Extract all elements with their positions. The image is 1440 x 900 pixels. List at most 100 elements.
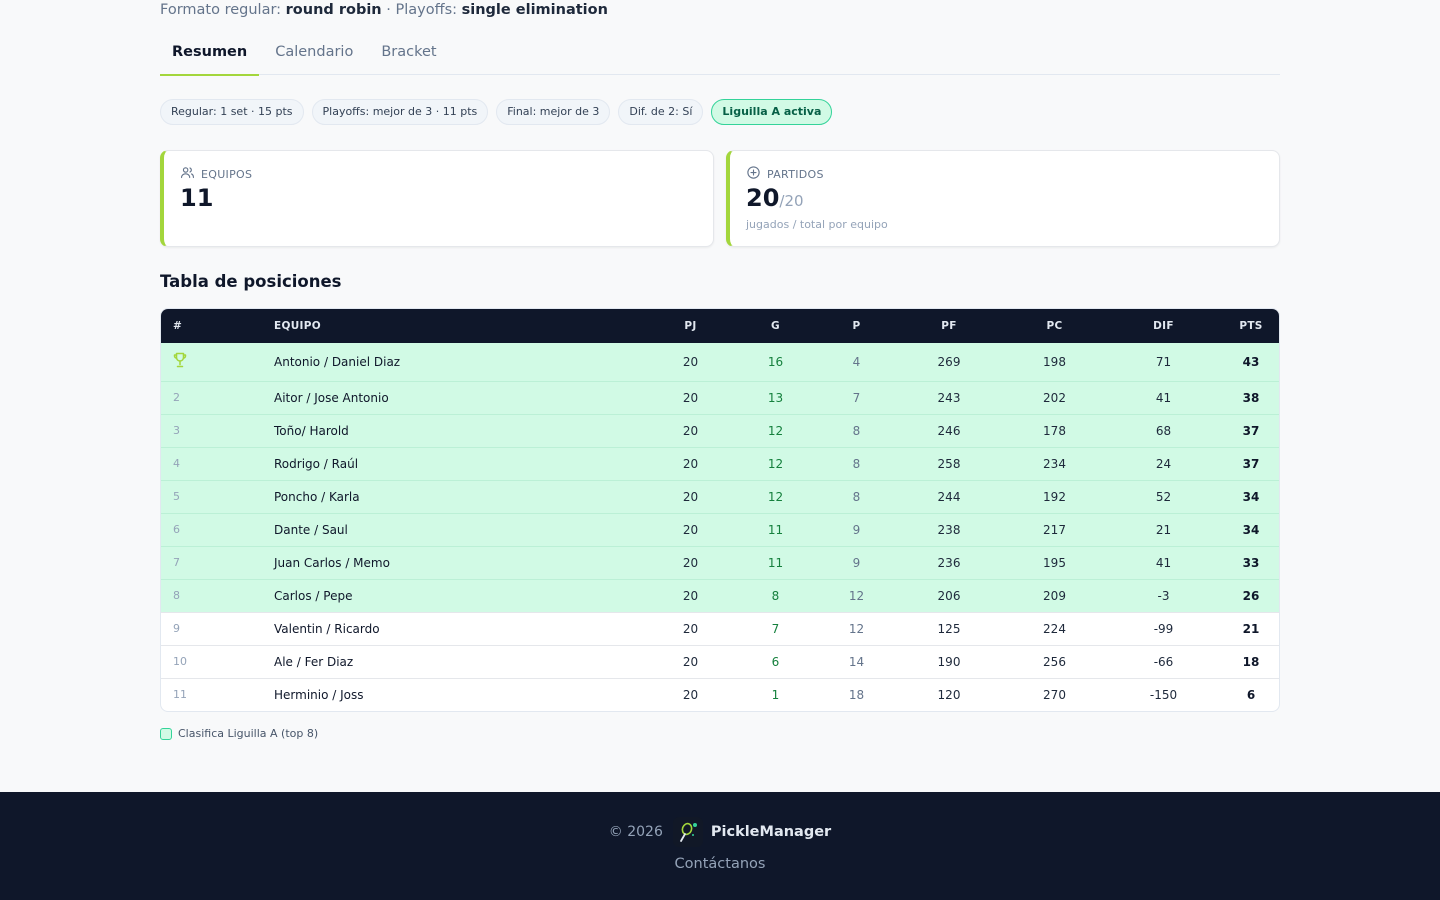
partidos-label-text: PARTIDOS (767, 167, 824, 181)
playoffs-format-label: Playoffs: (395, 2, 458, 18)
p-cell: 18 (848, 687, 865, 702)
table-row[interactable]: Antonio / Daniel Diaz 20 16 4 269 198 71 43 (161, 343, 1279, 381)
pc-cell: 270 (1043, 687, 1066, 702)
dif-cell: 71 (1155, 354, 1172, 369)
pf-cell: 258 (937, 456, 961, 471)
col-pj[interactable]: PJ (684, 320, 697, 332)
partidos-played: 20 (746, 184, 780, 212)
pts-cell: 43 (1242, 354, 1260, 369)
col-pf[interactable]: PF (941, 320, 957, 332)
table-row[interactable]: 6 Dante / Saul 20 11 9 238 217 21 34 (161, 513, 1279, 546)
g-cell: 7 (771, 621, 780, 636)
pj-cell: 20 (682, 423, 699, 438)
team-cell[interactable]: Ale / Fer Diaz (274, 654, 354, 669)
col-g[interactable]: G (771, 320, 780, 332)
p-cell: 14 (848, 654, 865, 669)
p-cell: 12 (848, 621, 865, 636)
pf-cell: 269 (937, 354, 961, 369)
equipos-value: 11 (180, 184, 214, 212)
pf-cell: 120 (937, 687, 961, 702)
table-row[interactable]: 3 Toño/ Harold 20 12 8 246 178 68 37 (161, 414, 1279, 447)
pj-cell: 20 (682, 390, 699, 405)
pc-cell: 178 (1043, 423, 1066, 438)
tab-resumen[interactable]: Resumen (160, 36, 260, 76)
p-cell: 8 (852, 456, 861, 471)
col-team[interactable]: EQUIPO (274, 320, 321, 332)
pts-cell: 21 (1242, 621, 1260, 636)
table-header: # EQUIPO PJ G P PF PC DIF PTS (161, 309, 1279, 343)
col-p[interactable]: P (852, 320, 861, 332)
pc-cell: 209 (1043, 588, 1066, 603)
standings-table: # EQUIPO PJ G P PF PC DIF PTS Antonio / … (160, 308, 1280, 712)
g-cell: 6 (771, 654, 780, 669)
legend-swatch (160, 727, 172, 740)
team-cell[interactable]: Dante / Saul (274, 522, 348, 537)
table-row[interactable]: 5 Poncho / Karla 20 12 8 244 192 52 34 (161, 480, 1279, 513)
team-cell[interactable]: Antonio / Daniel Diaz (274, 354, 401, 369)
p-cell: 8 (852, 489, 861, 504)
trophy-icon (173, 353, 187, 371)
plus-circle-icon (746, 165, 761, 183)
table-row[interactable]: 4 Rodrigo / Raúl 20 12 8 258 234 24 37 (161, 447, 1279, 480)
pc-cell: 256 (1043, 654, 1066, 669)
p-cell: 9 (852, 522, 861, 537)
g-cell: 8 (771, 588, 780, 603)
dif-cell: -3 (1157, 588, 1170, 603)
table-row[interactable]: 2 Aitor / Jose Antonio 20 13 7 243 202 41 38 (161, 381, 1279, 414)
p-cell: 7 (852, 390, 861, 405)
pj-cell: 20 (682, 354, 699, 369)
pc-cell: 202 (1043, 390, 1066, 405)
pc-cell: 192 (1043, 489, 1066, 504)
table-row[interactable]: 10 Ale / Fer Diaz 20 6 14 190 256 -66 18 (161, 645, 1279, 678)
dif-cell: -150 (1149, 687, 1178, 702)
position-cell: 6 (173, 523, 180, 536)
tab-calendario[interactable]: Calendario (275, 44, 354, 60)
pj-cell: 20 (682, 456, 699, 471)
chip-playoffs: Playoffs: mejor de 3 · 11 pts (311, 99, 489, 125)
col-pc[interactable]: PC (1046, 320, 1063, 332)
tab-bracket[interactable]: Bracket (381, 44, 437, 60)
col-dif[interactable]: DIF (1153, 320, 1174, 332)
table-row[interactable]: 11 Herminio / Joss 20 1 18 120 270 -150 6 (161, 678, 1279, 711)
pf-cell: 246 (937, 423, 961, 438)
pj-cell: 20 (682, 522, 699, 537)
team-cell[interactable]: Valentin / Ricardo (274, 621, 380, 636)
table-row[interactable]: 9 Valentin / Ricardo 20 7 12 125 224 -99 21 (161, 612, 1279, 645)
brand-name: PickleManager (710, 824, 832, 840)
chip-final: Final: mejor de 3 (496, 99, 611, 125)
position-cell: 10 (173, 655, 187, 668)
pts-cell: 34 (1242, 489, 1260, 504)
p-cell: 9 (852, 555, 861, 570)
contact-link[interactable]: Contáctanos (674, 856, 766, 872)
legend: Clasifica Liguilla A (top 8) (160, 727, 318, 740)
pc-cell: 198 (1043, 354, 1066, 369)
team-cell[interactable]: Toño/ Harold (274, 423, 349, 438)
pts-cell: 26 (1242, 588, 1260, 603)
tabs-bar: Resumen Calendario Bracket (160, 36, 1280, 76)
team-cell[interactable]: Rodrigo / Raúl (274, 456, 359, 471)
pj-cell: 20 (682, 555, 699, 570)
col-pts[interactable]: PTS (1239, 320, 1263, 332)
dif-cell: 24 (1155, 456, 1172, 471)
format-summary: Formato regular: round robin · Playoffs:… (160, 2, 608, 18)
position-cell: 11 (173, 688, 187, 702)
col-pos[interactable]: # (173, 320, 183, 332)
table-row[interactable]: 8 Carlos / Pepe 20 8 12 206 209 -3 26 (161, 579, 1279, 612)
brand[interactable]: PickleManager (672, 817, 832, 847)
pj-cell: 20 (682, 489, 699, 504)
g-cell: 11 (767, 555, 784, 570)
team-cell[interactable]: Juan Carlos / Memo (274, 555, 390, 570)
team-cell[interactable]: Herminio / Joss (274, 687, 364, 702)
team-cell[interactable]: Carlos / Pepe (274, 588, 353, 603)
pj-cell: 20 (682, 621, 699, 636)
pj-cell: 20 (682, 654, 699, 669)
g-cell: 12 (767, 456, 784, 471)
position-cell: 8 (173, 589, 180, 602)
team-cell[interactable]: Poncho / Karla (274, 489, 360, 504)
team-cell[interactable]: Aitor / Jose Antonio (274, 390, 389, 405)
footer: © 2026 PickleManager Contáctanos (0, 792, 1440, 900)
table-row[interactable]: 7 Juan Carlos / Memo 20 11 9 236 195 41 33 (161, 546, 1279, 579)
g-cell: 16 (767, 354, 784, 369)
pf-cell: 243 (937, 390, 961, 405)
position-cell: 9 (173, 622, 180, 635)
